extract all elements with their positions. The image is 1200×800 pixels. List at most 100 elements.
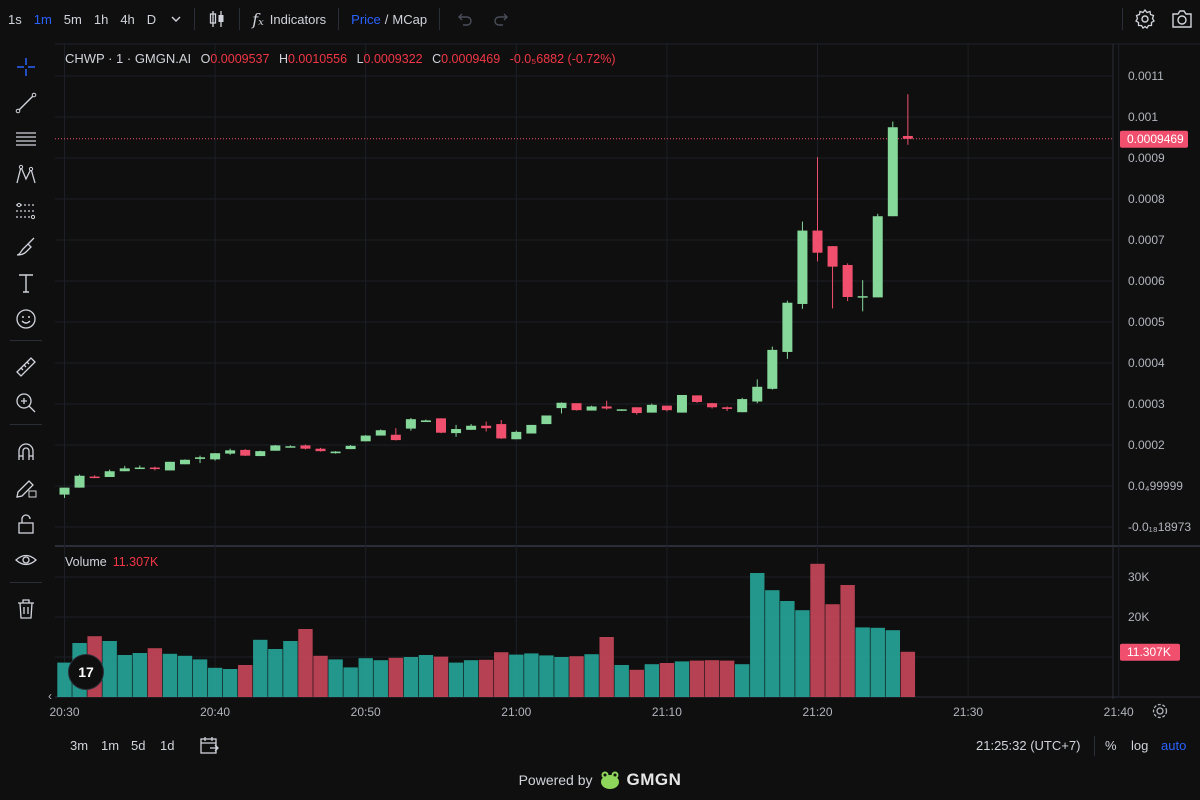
- time-axis-settings-icon[interactable]: [1152, 703, 1168, 719]
- current-price-label: 0.0009469: [1127, 132, 1184, 146]
- range-5d[interactable]: 5d: [131, 738, 146, 753]
- candle-body: [420, 420, 431, 423]
- percent-toggle[interactable]: %: [1105, 738, 1117, 753]
- indicators-button[interactable]: 𝑓ₓ Indicators: [248, 10, 330, 29]
- settings-button[interactable]: [1130, 8, 1160, 30]
- volume-bar: [659, 663, 675, 697]
- range-1m[interactable]: 1m: [101, 738, 120, 753]
- lock-tool[interactable]: [13, 511, 39, 537]
- undo-icon: [458, 13, 472, 26]
- timeframe-4h[interactable]: 4h: [120, 11, 135, 27]
- text-tool[interactable]: [13, 270, 39, 296]
- timeframe-dropdown-button[interactable]: [166, 13, 186, 25]
- hide-drawings-tool[interactable]: [13, 547, 39, 573]
- volume-bar: [704, 660, 720, 697]
- lock-drawings-tool[interactable]: [13, 475, 39, 501]
- candles: [59, 94, 913, 498]
- zoom-in-icon: [16, 393, 36, 413]
- volume-bar: [524, 653, 539, 697]
- price-tick-label: 0.0002: [1128, 438, 1165, 452]
- volume-bar: [735, 664, 750, 697]
- volume-bar: [207, 667, 223, 697]
- candle-body: [466, 425, 477, 430]
- magnet-tool[interactable]: [13, 439, 39, 465]
- volume-bar: [328, 659, 343, 697]
- horizontal-lines-icon: [16, 132, 36, 146]
- trendline-tool[interactable]: [13, 90, 39, 116]
- zoom-tool[interactable]: [13, 390, 39, 416]
- price-tick-label: 0.0007: [1128, 233, 1165, 247]
- volume-bar: [569, 656, 584, 697]
- chart-type-button[interactable]: [203, 9, 231, 29]
- symbol-title[interactable]: CHWP · 1 · GMGN.AI: [65, 51, 192, 66]
- volume-bars: [57, 563, 916, 697]
- price-tick-label: 0.0008: [1128, 192, 1165, 206]
- volume-tick-label: 20K: [1128, 610, 1149, 624]
- candle-body: [164, 461, 175, 471]
- candle-body: [722, 407, 733, 409]
- drawing-toolbar: [0, 44, 52, 764]
- price-option[interactable]: Price: [351, 11, 381, 27]
- time-tick-label: 21:20: [802, 705, 832, 719]
- open-value: 0.0009537: [210, 52, 270, 66]
- clock-timezone[interactable]: 21:25:32 (UTC+7): [976, 738, 1081, 753]
- ohlc-legend: CHWP · 1 · GMGN.AI O0.0009537 H0.0010556…: [65, 51, 616, 66]
- candle-body: [676, 394, 687, 413]
- candle-body: [857, 296, 868, 298]
- candle-body: [330, 451, 341, 454]
- goto-date-button[interactable]: [198, 734, 220, 759]
- range-3m[interactable]: 3m: [70, 738, 89, 753]
- brush-icon: [16, 237, 35, 256]
- eye-icon: [15, 554, 37, 566]
- tradingview-logo[interactable]: 17: [68, 654, 104, 690]
- price-mcap-toggle[interactable]: Price / MCap: [347, 12, 431, 27]
- chart-grid: [55, 43, 1200, 699]
- powered-by-text: Powered by: [518, 772, 593, 788]
- pattern-tool[interactable]: [13, 162, 39, 188]
- toolbar-divider: [338, 8, 340, 30]
- volume-bar: [795, 610, 810, 697]
- text-icon: [19, 274, 33, 293]
- horizontal-lines-tool[interactable]: [13, 126, 39, 152]
- timeframe-1s[interactable]: 1s: [8, 11, 22, 27]
- log-toggle[interactable]: log: [1131, 738, 1149, 753]
- candle-body: [240, 449, 251, 456]
- candle-body: [195, 457, 206, 459]
- timeframe-1m[interactable]: 1m: [33, 11, 52, 27]
- range-1d[interactable]: 1d: [160, 738, 175, 753]
- brush-tool[interactable]: [13, 234, 39, 260]
- unlock-icon: [18, 514, 34, 534]
- fib-tool[interactable]: [13, 198, 39, 224]
- time-tick-label: 21:40: [1104, 705, 1134, 719]
- timeframe-5m[interactable]: 5m: [63, 11, 82, 27]
- gmgn-brand[interactable]: GMGN: [626, 770, 682, 789]
- candle-body: [797, 230, 808, 304]
- measure-tool[interactable]: [13, 354, 39, 380]
- volume-bar: [840, 585, 855, 697]
- redo-button[interactable]: [488, 9, 516, 29]
- candle-body: [134, 467, 145, 470]
- auto-toggle[interactable]: auto: [1161, 738, 1187, 753]
- candle-body: [827, 246, 838, 267]
- toolbar-divider: [239, 8, 241, 30]
- undo-button[interactable]: [450, 9, 478, 29]
- volume-bar: [298, 629, 313, 697]
- ruler-icon: [16, 357, 36, 377]
- emoji-tool[interactable]: [13, 306, 39, 332]
- screenshot-button[interactable]: [1166, 8, 1198, 30]
- remove-drawings-tool[interactable]: [13, 596, 39, 622]
- toolbar-divider: [194, 8, 196, 30]
- timeframe-1h[interactable]: 1h: [93, 11, 109, 27]
- candle-body: [375, 430, 386, 436]
- calendar-icon: [200, 737, 219, 754]
- pencil-lock-icon: [16, 480, 37, 498]
- crosshair-tool[interactable]: [13, 54, 39, 80]
- smiley-icon: [16, 309, 36, 329]
- candle-body: [210, 453, 221, 460]
- mcap-option[interactable]: MCap: [392, 11, 428, 27]
- volume-value: 11.307K: [112, 555, 159, 569]
- toolbar-divider: [439, 8, 441, 30]
- timeframe-D[interactable]: D: [146, 11, 157, 27]
- time-tick-label: 21:00: [501, 705, 531, 719]
